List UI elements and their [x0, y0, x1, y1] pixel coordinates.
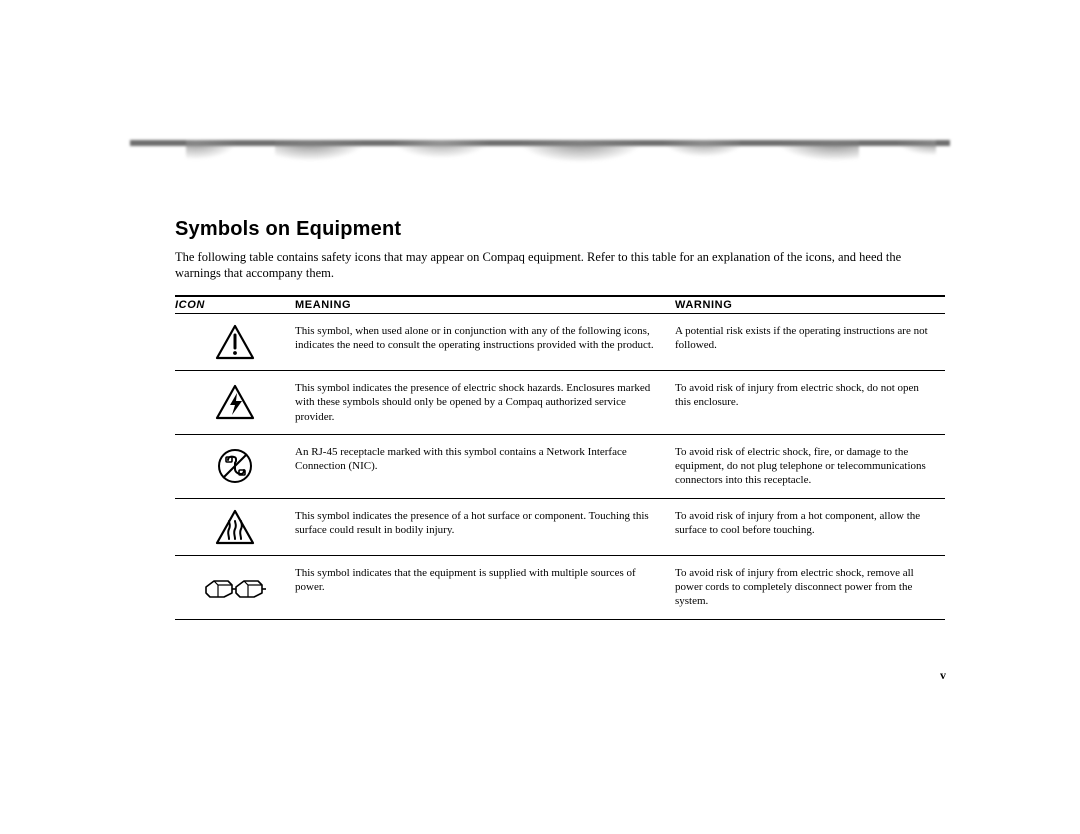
icon-cell	[175, 555, 295, 619]
meaning-cell: An RJ-45 receptacle marked with this sym…	[295, 434, 675, 498]
caution-triangle-icon	[215, 324, 255, 360]
multiple-power-icon	[204, 573, 266, 601]
rj45-no-phone-icon	[216, 447, 254, 485]
warning-cell: To avoid risk of injury from a hot compo…	[675, 498, 945, 555]
page-content: Symbols on Equipment The following table…	[175, 218, 945, 620]
icon-cell	[175, 434, 295, 498]
table-row: This symbol indicates the presence of a …	[175, 498, 945, 555]
page-number: v	[940, 668, 946, 683]
icon-cell	[175, 498, 295, 555]
warning-cell: To avoid risk of electric shock, fire, o…	[675, 434, 945, 498]
icon-cell	[175, 371, 295, 435]
electric-shock-icon	[215, 384, 255, 420]
table-row: This symbol indicates that the equipment…	[175, 555, 945, 619]
col-header-warning: Warning	[675, 296, 945, 314]
intro-paragraph: The following table contains safety icon…	[175, 249, 945, 281]
col-header-meaning: Meaning	[295, 296, 675, 314]
warning-cell: To avoid risk of injury from electric sh…	[675, 555, 945, 619]
meaning-cell: This symbol, when used alone or in conju…	[295, 314, 675, 371]
icon-cell	[175, 314, 295, 371]
warning-cell: To avoid risk of injury from electric sh…	[675, 371, 945, 435]
symbols-table: Icon Meaning Warning This symbol, when u…	[175, 295, 945, 620]
page-title: Symbols on Equipment	[175, 218, 945, 241]
decorative-torn-edge	[130, 140, 950, 195]
table-row: This symbol, when used alone or in conju…	[175, 314, 945, 371]
table-row: This symbol indicates the presence of el…	[175, 371, 945, 435]
hot-surface-icon	[215, 509, 255, 545]
table-row: An RJ-45 receptacle marked with this sym…	[175, 434, 945, 498]
meaning-cell: This symbol indicates the presence of a …	[295, 498, 675, 555]
col-header-icon: Icon	[175, 296, 295, 314]
meaning-cell: This symbol indicates the presence of el…	[295, 371, 675, 435]
table-header-row: Icon Meaning Warning	[175, 296, 945, 314]
warning-cell: A potential risk exists if the operating…	[675, 314, 945, 371]
meaning-cell: This symbol indicates that the equipment…	[295, 555, 675, 619]
document-page: Symbols on Equipment The following table…	[0, 0, 1080, 834]
